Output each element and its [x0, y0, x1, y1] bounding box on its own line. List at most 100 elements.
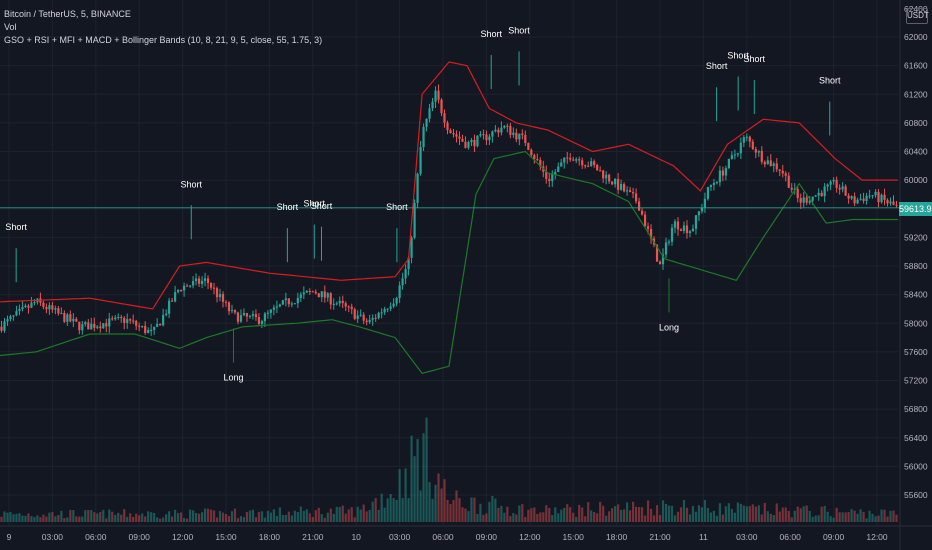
candle-body	[724, 168, 727, 176]
candle-body	[643, 214, 647, 227]
volume-bar	[353, 517, 356, 522]
volume-bar	[350, 507, 353, 522]
volume-bar	[563, 507, 566, 522]
candle-body	[847, 195, 850, 199]
long-signal-label: Long	[659, 322, 679, 332]
candle-body	[182, 285, 186, 291]
volume-bar	[440, 488, 443, 522]
candle-body	[470, 139, 473, 143]
candle-body	[275, 306, 278, 308]
candle-body	[156, 323, 159, 327]
candle-body	[443, 113, 446, 123]
volume-bar	[637, 507, 641, 522]
y-tick-label: 59200	[904, 232, 928, 242]
candle-body	[236, 312, 240, 322]
candle-body	[102, 323, 105, 329]
volume-bar	[599, 501, 602, 522]
candle-body	[138, 325, 141, 327]
long-signal-label: Long	[223, 373, 243, 383]
candle-body	[383, 309, 386, 313]
volume-bar	[494, 498, 497, 522]
candle-body	[578, 159, 581, 161]
candle-body	[871, 195, 874, 197]
volume-bar	[883, 509, 886, 522]
volume-bar	[278, 507, 281, 522]
volume-bar	[221, 512, 225, 522]
volume-bar	[688, 514, 692, 522]
volume-bar	[596, 513, 599, 522]
volume-bar	[111, 511, 114, 522]
candle-body	[3, 321, 6, 331]
candle-body	[679, 229, 683, 231]
candle-body	[628, 190, 632, 193]
volume-bar	[9, 511, 12, 522]
candle-body	[404, 269, 407, 279]
candle-body	[96, 326, 99, 328]
candle-body	[670, 227, 674, 242]
x-tick-label: 9	[7, 532, 12, 542]
volume-bar	[832, 517, 835, 522]
volume-bar	[626, 502, 629, 522]
candle-body	[209, 282, 213, 288]
candle-body	[215, 288, 219, 298]
candle-body	[452, 133, 455, 135]
volume-bar	[614, 506, 617, 522]
candle-body	[590, 161, 593, 166]
candle-body	[856, 199, 859, 204]
volume-bar	[524, 517, 527, 522]
volume-bar	[126, 516, 129, 522]
volume-bar	[311, 517, 314, 522]
volume-bar	[838, 512, 841, 522]
volume-bar	[584, 516, 587, 522]
time-axis[interactable]: 9 03:00 06:00 09:00 12:00 15:00 18:00 21:00 10 03…	[0, 525, 932, 542]
volume-bar	[515, 514, 518, 522]
volume-bar	[162, 517, 165, 522]
candle-body	[48, 305, 51, 310]
candle-body	[356, 315, 359, 319]
volume-bar	[889, 510, 892, 522]
candle-body	[721, 170, 724, 176]
candle-body	[413, 202, 416, 238]
candle-body	[242, 313, 246, 316]
candle-body	[584, 165, 587, 167]
lower-band-line	[0, 150, 898, 374]
candle-body	[497, 129, 500, 133]
candle-body	[587, 165, 590, 167]
volume-bar	[51, 512, 54, 522]
volume-legend[interactable]: Vol	[4, 22, 17, 32]
candle-body	[506, 125, 509, 127]
currency-badge[interactable]: USDT	[906, 8, 929, 24]
candle-body	[781, 170, 784, 174]
volume-bar	[335, 506, 338, 522]
candle-body	[194, 278, 198, 282]
candle-body	[640, 210, 644, 215]
chart-grid	[0, 0, 898, 525]
volume-bar	[3, 511, 6, 522]
candle-body	[491, 131, 494, 137]
candle-body	[479, 134, 482, 136]
volume-bar	[323, 517, 326, 522]
volume-bar	[419, 490, 422, 522]
candle-body	[278, 304, 281, 307]
volume-bar	[593, 512, 596, 522]
volume-bar	[129, 513, 132, 522]
volume-bar	[114, 514, 117, 522]
candle-body	[599, 170, 602, 172]
volume-bar	[605, 515, 608, 522]
indicator-legend[interactable]: GSO + RSI + MFI + MACD + Bollinger Bands…	[4, 35, 323, 45]
symbol-legend[interactable]: Bitcoin / TetherUS, 5, BINANCE	[4, 9, 131, 19]
x-tick-label: 21:00	[302, 532, 324, 542]
volume-bar	[673, 515, 677, 522]
volume-bar	[682, 500, 686, 522]
candle-body	[227, 302, 231, 312]
volume-bar	[664, 503, 668, 522]
volume-bar	[814, 515, 817, 522]
candle-body	[539, 159, 542, 167]
volume-bar	[823, 505, 826, 522]
volume-bar	[212, 510, 216, 522]
volume-bar	[542, 512, 545, 522]
volume-bar	[724, 506, 727, 522]
x-tick-label: 10	[351, 532, 361, 542]
volume-bar	[194, 512, 198, 522]
